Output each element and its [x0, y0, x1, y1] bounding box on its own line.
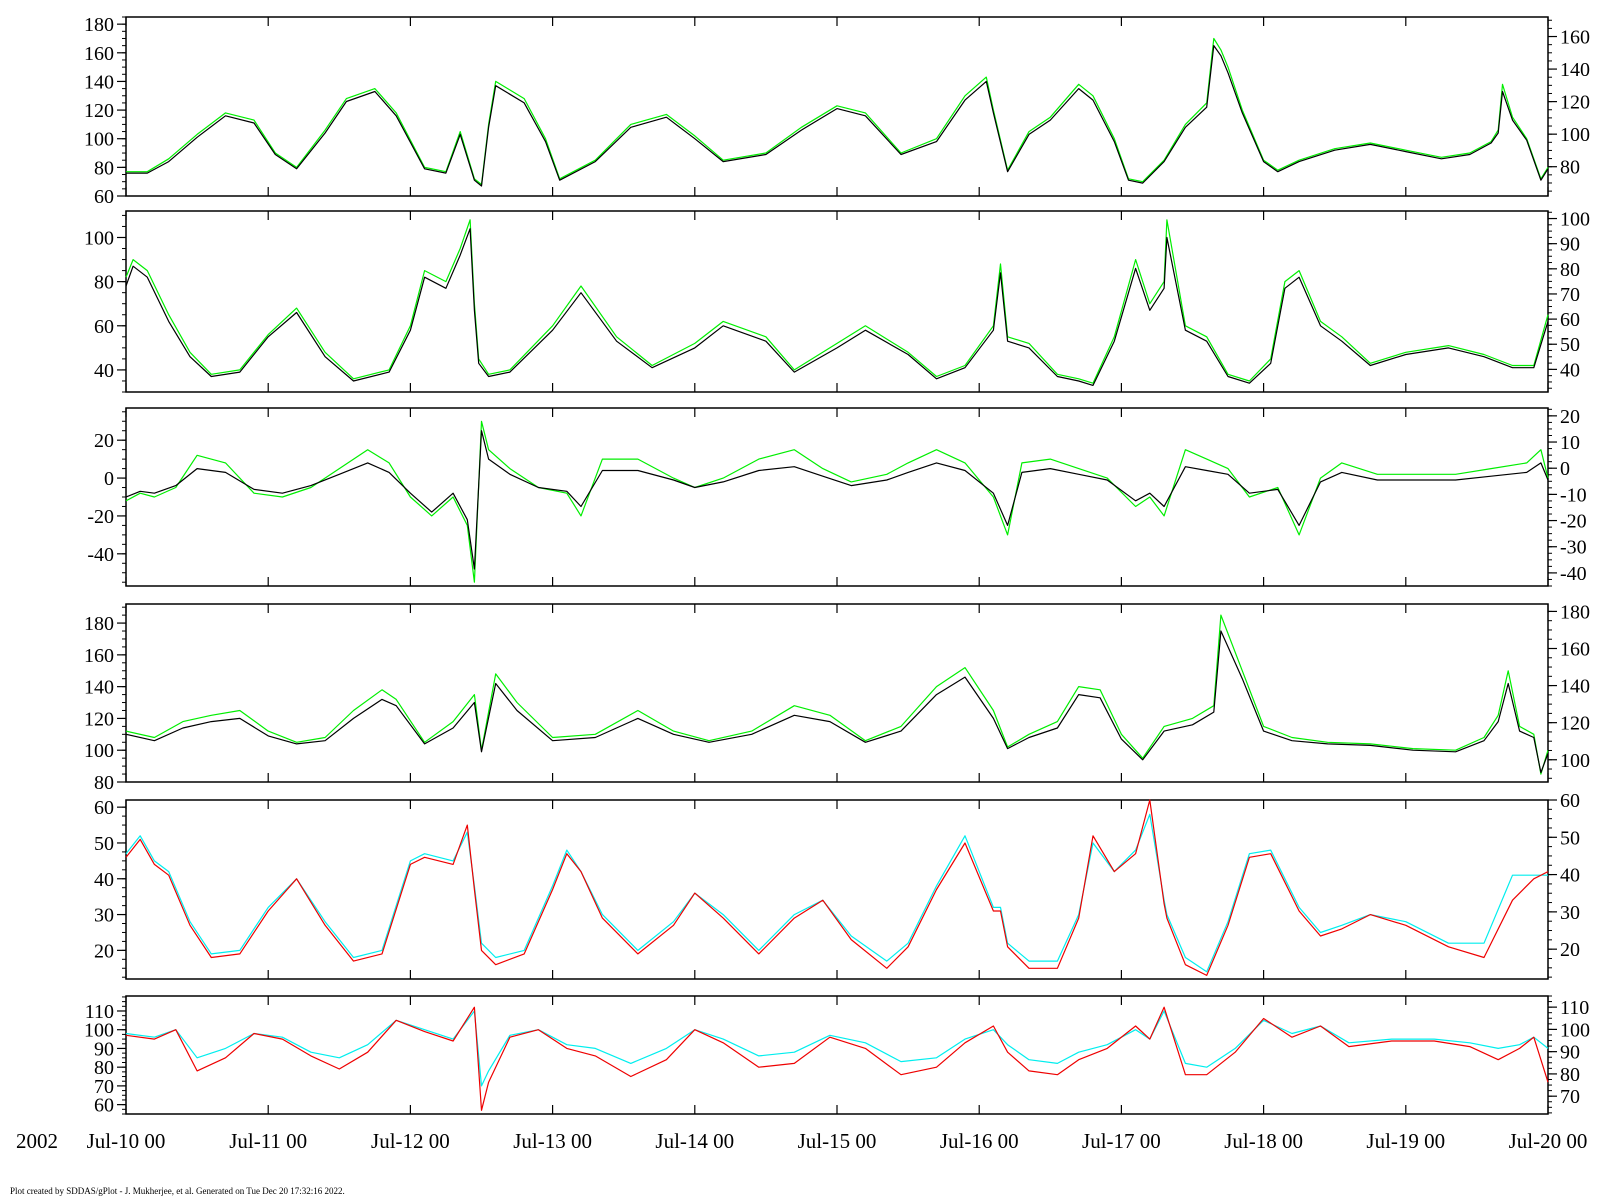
- panel-6-ytick-label-left: 110: [85, 1001, 114, 1023]
- panel-2-ytick-label-right: 50: [1560, 334, 1580, 356]
- panel-4-ytick-label-left: 80: [94, 772, 114, 794]
- panel-3-ytick-label-right: -20: [1560, 511, 1587, 533]
- panel-4-ytick-label-right: 140: [1560, 676, 1590, 698]
- xtick-label: Jul-14 00: [655, 1129, 734, 1153]
- panel-2-ytick-label-left: 40: [94, 360, 114, 382]
- panel-3-series-green: [125, 420, 1549, 583]
- panel-3-ytick-label-left: -40: [87, 544, 114, 566]
- panel-2-ytick-label-left: 100: [84, 227, 114, 249]
- panel-3-ytick-label-right: 0: [1560, 458, 1570, 480]
- panel-1-ytick-label-right: 80: [1560, 157, 1580, 179]
- panel-5-ytick-label-left: 50: [94, 833, 114, 855]
- panel-5-ytick-label-right: 40: [1560, 865, 1580, 887]
- panel-2-ytick-label-right: 40: [1560, 359, 1580, 381]
- panel-1-ytick-label-left: 100: [84, 129, 114, 151]
- xtick-label: Jul-19 00: [1366, 1129, 1445, 1153]
- panel-5-ytick-label-left: 30: [94, 905, 114, 927]
- panel-2-series-black: [125, 228, 1549, 386]
- panel-5-ytick-label-left: 20: [94, 940, 114, 962]
- panel-2-ytick-label-left: 60: [94, 316, 114, 338]
- panel-5-ytick-label-right: 20: [1560, 939, 1580, 961]
- panel-6-frame: [125, 995, 1549, 1115]
- panel-6-ytick-label-left: 60: [94, 1095, 114, 1117]
- panel-2-ytick-label-left: 80: [94, 272, 114, 294]
- panel-1-ytick-label-right: 120: [1560, 92, 1590, 114]
- panel-5-ytick-label-left: 40: [94, 869, 114, 891]
- panel-2-ytick-label-right: 90: [1560, 234, 1580, 256]
- panel-3-ytick-label-right: -30: [1560, 537, 1587, 559]
- panel-1-ytick-label-right: 100: [1560, 124, 1590, 146]
- panel-3-ytick-label-right: 10: [1560, 432, 1580, 454]
- panel-6-ytick-label-right: 110: [1560, 997, 1589, 1019]
- panel-3-frame: [125, 407, 1549, 587]
- panel-5-ytick-label-right: 30: [1560, 902, 1580, 924]
- year-label: 2002: [16, 1129, 58, 1153]
- panel-4-ytick-label-right: 100: [1560, 750, 1590, 772]
- panel-5-ytick-label-right: 60: [1560, 790, 1580, 812]
- panel-5-ytick-label-right: 50: [1560, 827, 1580, 849]
- panel-1-ytick-label-left: 80: [94, 157, 114, 179]
- xtick-label: Jul-10 00: [87, 1129, 166, 1153]
- panel-3-ytick-label-right: -10: [1560, 484, 1587, 506]
- panel-3-ytick-label-left: -20: [87, 506, 114, 528]
- panel-3-ytick-label-right: 20: [1560, 406, 1580, 428]
- panel-4-ytick-label-right: 120: [1560, 713, 1590, 735]
- panel-1-ytick-label-right: 160: [1560, 27, 1590, 49]
- panel-6-ytick-label-left: 80: [94, 1057, 114, 1079]
- panel-1-series-green: [126, 37, 1549, 186]
- plot-footer: Plot created by SDDAS/gPlot - J. Mukherj…: [10, 1186, 345, 1196]
- panel-4-ytick-label-left: 140: [84, 677, 114, 699]
- panel-1-ytick-label-left: 160: [84, 43, 114, 65]
- panel-4-ytick-label-left: 100: [84, 740, 114, 762]
- panel-1-ytick-label-left: 140: [84, 71, 114, 93]
- panel-3-ytick-label-left: 0: [104, 468, 114, 490]
- panel-5-series-cyan: [125, 813, 1548, 973]
- xtick-label: Jul-18 00: [1224, 1129, 1303, 1153]
- panel-4-ytick-label-right: 160: [1560, 639, 1590, 661]
- panel-2-ytick-label-right: 100: [1560, 209, 1590, 231]
- panel-4-ytick-label-left: 180: [84, 613, 114, 635]
- panel-5-ytick-label-left: 60: [94, 797, 114, 819]
- panel-1-ytick-label-left: 180: [84, 14, 114, 36]
- xtick-label: Jul-20 00: [1509, 1129, 1588, 1153]
- panel-4-ytick-label-left: 160: [84, 645, 114, 667]
- panel-6-ytick-label-left: 70: [94, 1076, 114, 1098]
- panel-6-ytick-label-left: 100: [84, 1020, 114, 1042]
- panel-1-ytick-label-left: 120: [84, 100, 114, 122]
- xtick-label: Jul-17 00: [1082, 1129, 1161, 1153]
- panel-2-series-green: [125, 219, 1549, 384]
- xtick-label: Jul-13 00: [513, 1129, 592, 1153]
- panel-5-frame: [125, 799, 1549, 980]
- panel-1-ytick-label-left: 60: [94, 186, 114, 208]
- panel-1-series-black: [126, 44, 1549, 187]
- panel-4-ytick-label-right: 180: [1560, 601, 1590, 623]
- panel-6-ytick-label-left: 90: [94, 1038, 114, 1060]
- panel-6-ytick-label-right: 70: [1560, 1086, 1580, 1108]
- panel-4-frame: [125, 603, 1549, 783]
- xtick-label: Jul-11 00: [229, 1129, 307, 1153]
- panel-6-series-red: [125, 1006, 1549, 1111]
- xtick-label: Jul-12 00: [371, 1129, 450, 1153]
- panel-2-ytick-label-right: 70: [1560, 284, 1580, 306]
- panel-2-ytick-label-right: 80: [1560, 259, 1580, 281]
- panel-3-series-black: [125, 430, 1549, 570]
- panel-5-series-red: [125, 799, 1549, 977]
- panel-3-ytick-label-left: 20: [94, 430, 114, 452]
- xtick-label: Jul-15 00: [798, 1129, 877, 1153]
- panel-3-ytick-label-right: -40: [1560, 563, 1587, 585]
- panel-4-ytick-label-left: 120: [84, 708, 114, 730]
- panel-2-ytick-label-right: 60: [1560, 309, 1580, 331]
- panel-6-ytick-label-right: 90: [1560, 1042, 1580, 1064]
- panel-6-series-cyan: [125, 1010, 1549, 1087]
- panel-4-series-green: [125, 614, 1549, 775]
- panel-4-series-black: [125, 630, 1549, 774]
- xtick-label: Jul-16 00: [940, 1129, 1019, 1153]
- panel-6-ytick-label-right: 80: [1560, 1064, 1580, 1086]
- panel-6-ytick-label-right: 100: [1560, 1019, 1590, 1041]
- panel-1-ytick-label-right: 140: [1560, 59, 1590, 81]
